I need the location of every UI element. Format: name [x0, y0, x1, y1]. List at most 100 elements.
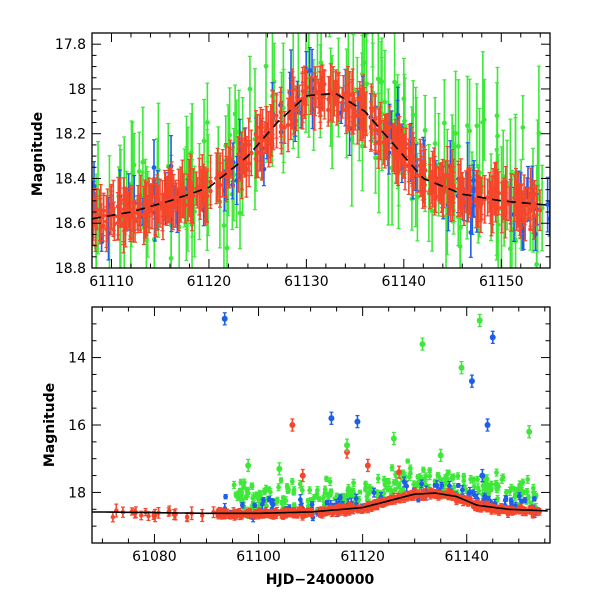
- top-red-point: [434, 196, 438, 200]
- top-red-point: [502, 197, 506, 201]
- bottom-blue-point: [433, 483, 438, 488]
- bottom-green-point: [413, 482, 418, 487]
- top-red-point: [244, 167, 248, 171]
- top-red-point: [430, 185, 434, 189]
- top-green-point: [456, 144, 461, 149]
- top-green-point: [382, 100, 387, 105]
- top-red-point: [174, 195, 178, 199]
- top-red-point: [122, 198, 126, 202]
- bottom-blue-point: [310, 502, 315, 507]
- top-red-point: [348, 104, 352, 108]
- top-blue-point: [468, 230, 473, 235]
- top-blue-point: [545, 202, 550, 207]
- top-red-point: [194, 186, 198, 190]
- bottom-green-point: [255, 496, 260, 501]
- bottom-green-point: [280, 500, 285, 505]
- bottom-green-point: [257, 490, 262, 495]
- top-red-point: [381, 140, 385, 144]
- bottom-green-point: [483, 487, 488, 492]
- bottom-green-point: [233, 492, 238, 497]
- top-green-point: [315, 17, 320, 22]
- bottom-green-point: [376, 476, 381, 481]
- bottom-green-point: [401, 488, 406, 493]
- top-red-point: [191, 194, 195, 198]
- bottom-green-point: [468, 477, 473, 482]
- top-red-point: [396, 154, 400, 158]
- bottom-green-point: [494, 470, 499, 475]
- top-red-point: [260, 138, 264, 142]
- top-red-point: [135, 211, 139, 215]
- top-red-point: [491, 188, 495, 192]
- bottom-green-point: [397, 482, 402, 487]
- top-green-point: [423, 128, 428, 133]
- bottom-blue-point: [456, 483, 461, 488]
- bottom-green-point: [328, 492, 333, 497]
- bottom-blue-point: [519, 499, 524, 504]
- bottom-green-point: [292, 488, 297, 493]
- top-red-point: [386, 137, 390, 141]
- top-x-tick-label: 61110: [89, 274, 134, 290]
- top-red-point: [109, 205, 113, 209]
- top-green-point: [222, 223, 227, 228]
- bottom-green-point: [435, 473, 440, 478]
- top-red-point: [132, 216, 136, 220]
- bottom-blue-point: [298, 497, 303, 502]
- bottom-blue-point: [460, 488, 465, 493]
- bottom-blue-point: [482, 494, 487, 499]
- bottom-green-point: [367, 485, 372, 490]
- top-red-point: [531, 206, 535, 210]
- top-red-point: [458, 191, 462, 195]
- top-green-point: [495, 113, 500, 118]
- top-red-point: [476, 189, 480, 193]
- top-red-point: [169, 187, 173, 191]
- bottom-blue-point: [472, 493, 477, 498]
- bottom-green-point: [525, 477, 530, 482]
- bottom-green-point: [407, 475, 412, 480]
- top-green-point: [482, 117, 487, 122]
- top-red-point: [208, 180, 212, 184]
- bottom-blue-point: [439, 483, 444, 488]
- bottom-green-point: [307, 488, 312, 493]
- top-red-point: [418, 163, 422, 167]
- top-red-point: [403, 146, 407, 150]
- bottom-green-point: [476, 485, 481, 490]
- bottom-green-point: [388, 487, 393, 492]
- top-green-point: [433, 141, 438, 146]
- bottom-green-point: [531, 486, 536, 491]
- top-red-point: [448, 191, 452, 195]
- top-green-point: [536, 131, 541, 136]
- bottom-blue-point: [240, 503, 245, 508]
- bottom-green-point: [324, 476, 329, 481]
- top-red-point: [189, 181, 193, 185]
- bottom-green-point: [232, 482, 237, 487]
- top-red-point: [301, 89, 305, 93]
- top-red-point: [480, 201, 484, 205]
- top-red-point: [239, 162, 243, 166]
- bottom-plot-area: [92, 313, 548, 522]
- top-green-point: [467, 129, 472, 134]
- top-green-point: [225, 246, 230, 251]
- top-y-tick-label: 18: [68, 82, 86, 98]
- top-red-point: [214, 176, 218, 180]
- top-green-point: [379, 79, 384, 84]
- top-red-point: [274, 113, 278, 117]
- top-red-point: [445, 173, 449, 177]
- top-red-point: [517, 207, 521, 211]
- bottom-green-point: [290, 479, 295, 484]
- top-green-point: [442, 121, 447, 126]
- bottom-red-point: [153, 513, 157, 517]
- bottom-blue-point: [271, 502, 276, 507]
- top-red-point: [138, 202, 142, 206]
- top-y-tick-label: 17.8: [55, 37, 86, 53]
- top-green-point: [411, 112, 416, 117]
- bottom-blue-point: [509, 498, 514, 503]
- top-red-point: [183, 203, 187, 207]
- top-red-point: [290, 98, 294, 102]
- top-red-point: [350, 93, 354, 97]
- top-blue-point: [152, 165, 157, 170]
- bottom-green-point: [427, 468, 432, 473]
- bottom-green-point: [418, 475, 423, 480]
- bottom-green-point: [390, 465, 395, 470]
- bottom-green-point: [456, 474, 461, 479]
